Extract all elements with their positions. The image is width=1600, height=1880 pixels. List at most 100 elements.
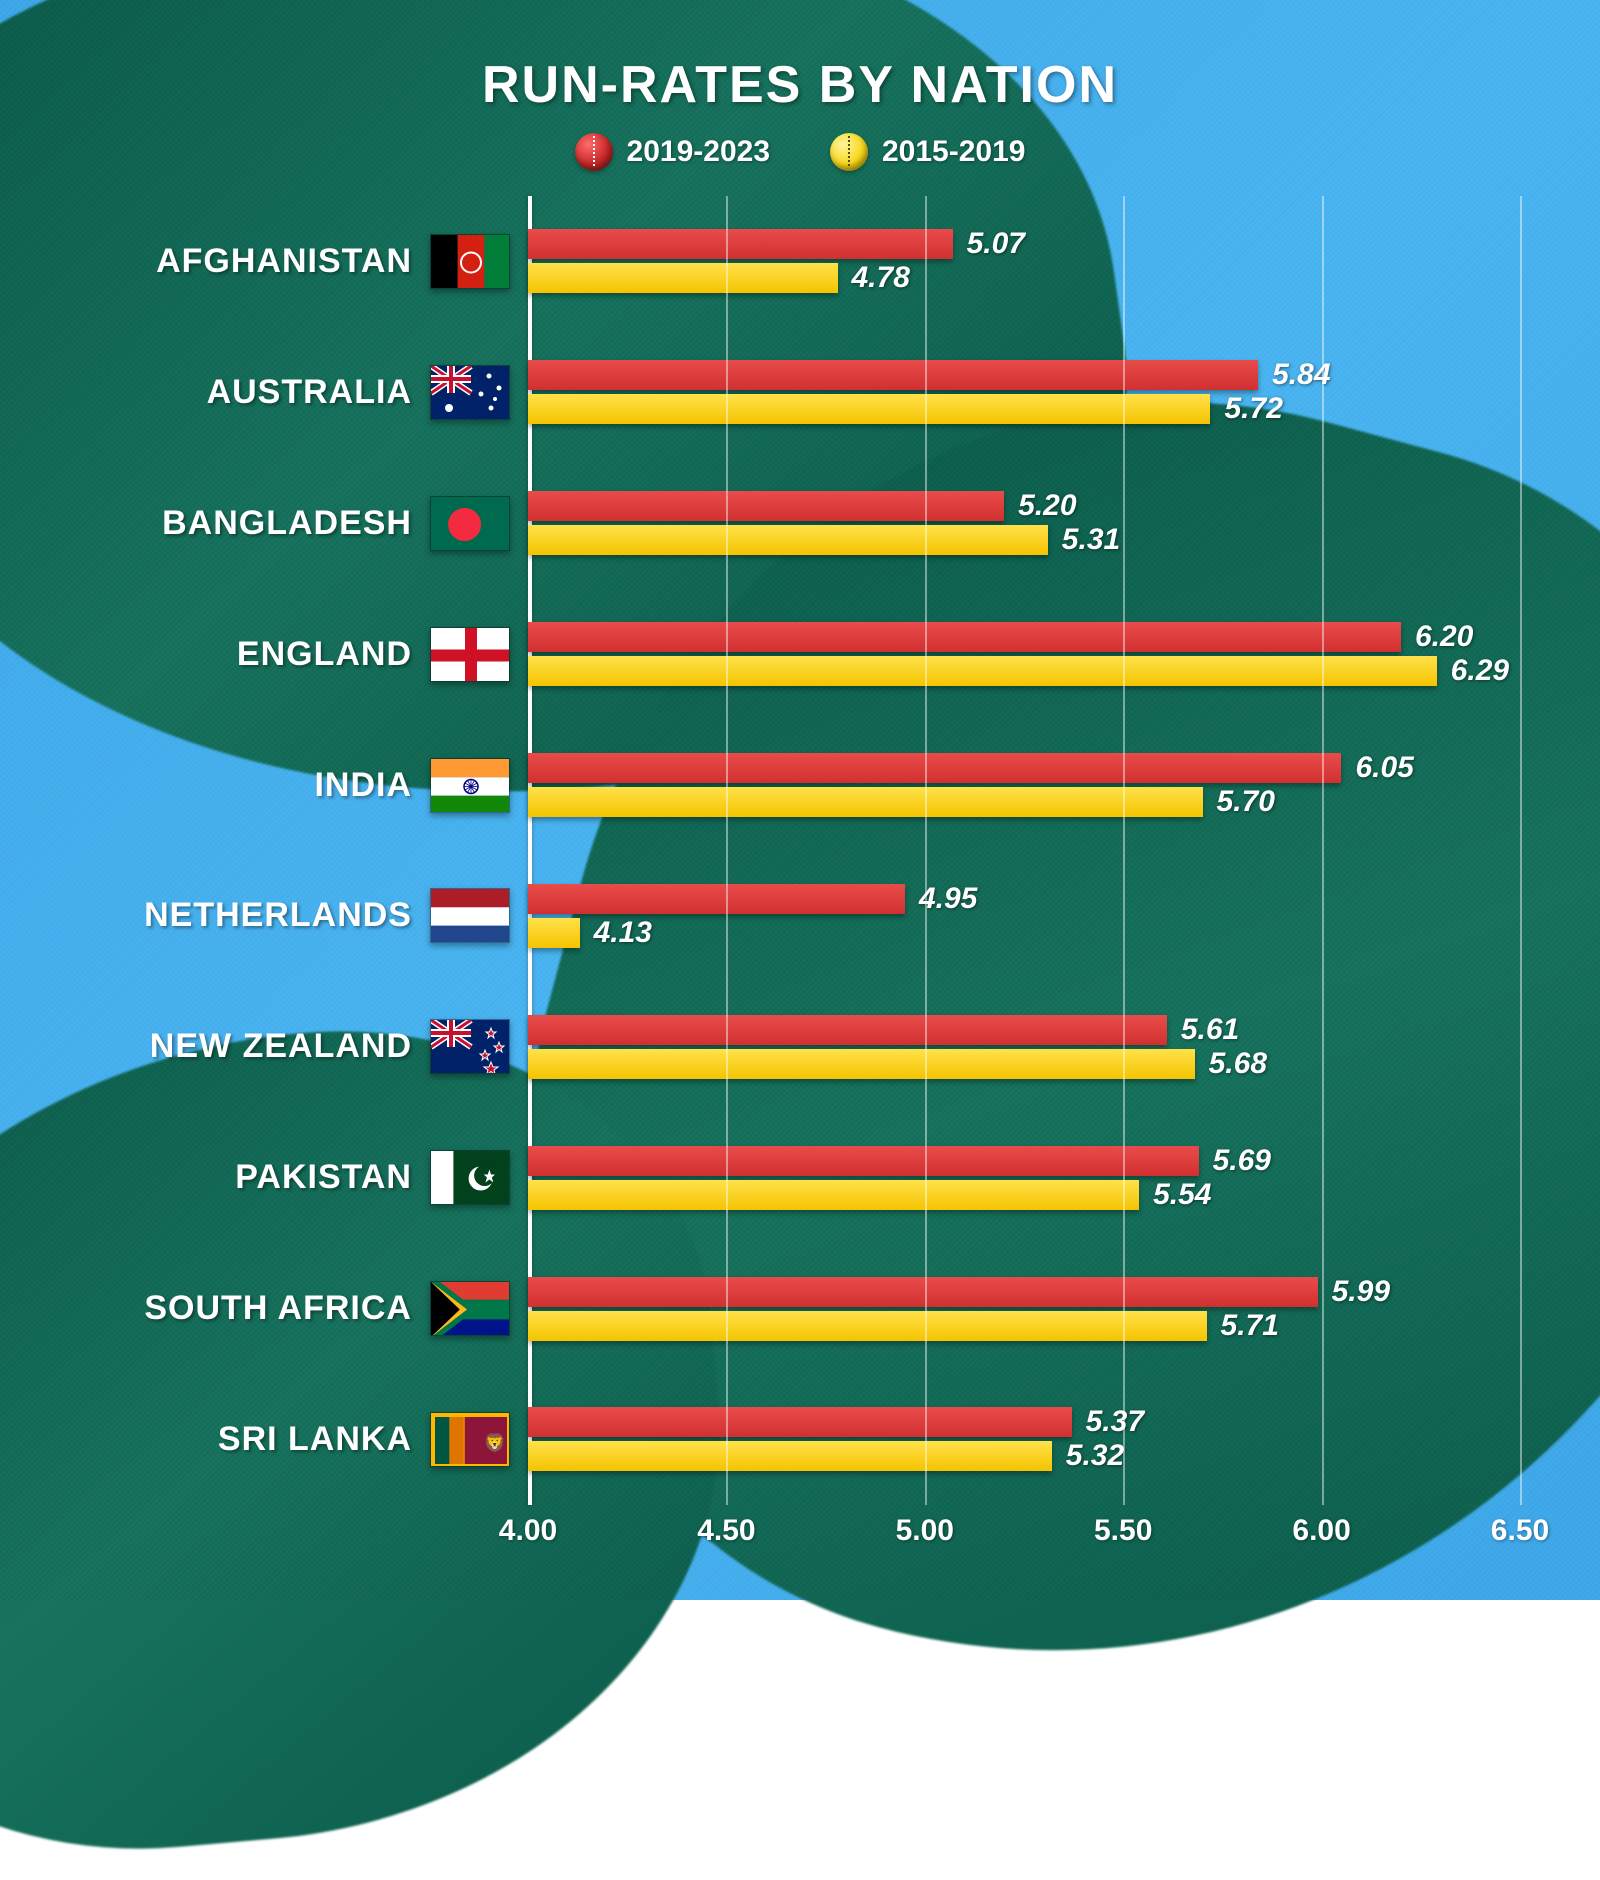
bar-value-label: 4.78 [852,261,910,295]
bar-row: 5.70 [528,787,1520,817]
bar-series2 [528,787,1203,817]
bar-value-label: 4.13 [594,916,652,950]
bar-series2 [528,918,580,948]
bar-series1 [528,753,1341,783]
flag-icon: 🦁 [430,1412,510,1467]
x-tick-label: 4.50 [697,1514,755,1548]
bar-row: 5.69 [528,1146,1520,1176]
gridline [925,196,927,1505]
bar-row: 4.13 [528,918,1520,948]
bar-group: 5.615.68 [528,1002,1520,1092]
bar-series1 [528,1015,1167,1045]
nation-labels-column: AFGHANISTAN AUSTRALIA BANGLADESH ENGLAND IND… [80,196,510,1560]
legend-label: 2015-2019 [882,135,1025,169]
bar-row: 5.20 [528,491,1520,521]
cricket-ball-icon [575,133,613,171]
bar-row: 5.31 [528,525,1520,555]
bar-series1 [528,229,953,259]
bar-value-label: 5.71 [1221,1309,1279,1343]
bar-series2 [528,263,838,293]
bar-series1 [528,622,1401,652]
bar-series2 [528,1049,1195,1079]
nation-row: AFGHANISTAN [80,216,510,306]
legend-item-series1: 2019-2023 [575,133,770,171]
bar-row: 4.78 [528,263,1520,293]
bar-row: 5.84 [528,360,1520,390]
x-tick-label: 5.00 [896,1514,954,1548]
bar-chart: AFGHANISTAN AUSTRALIA BANGLADESH ENGLAND IND… [80,196,1520,1560]
x-tick-label: 4.00 [499,1514,557,1548]
bar-value-label: 5.20 [1018,489,1076,523]
bar-value-label: 6.29 [1451,654,1509,688]
bar-value-label: 5.32 [1066,1439,1124,1473]
nation-label: INDIA [314,766,412,805]
legend-label: 2019-2023 [627,135,770,169]
nation-label: PAKISTAN [235,1158,412,1197]
bar-series1 [528,1277,1318,1307]
bar-value-label: 5.68 [1209,1047,1267,1081]
bar-row: 5.07 [528,229,1520,259]
flag-icon [430,496,510,551]
bar-row: 5.72 [528,394,1520,424]
bar-value-label: 5.70 [1217,785,1275,819]
flag-icon [430,1281,510,1336]
nation-label: SOUTH AFRICA [144,1289,412,1328]
x-tick-label: 6.00 [1292,1514,1350,1548]
nation-row: BANGLADESH [80,478,510,568]
bar-value-label: 5.61 [1181,1013,1239,1047]
bar-row: 6.20 [528,622,1520,652]
flag-icon [430,234,510,289]
flag-icon [430,1150,510,1205]
nation-row: INDIA [80,740,510,830]
bar-value-label: 5.37 [1086,1405,1144,1439]
nation-label: NEW ZEALAND [150,1027,412,1066]
bar-value-label: 5.07 [967,227,1025,261]
bar-series2 [528,1311,1207,1341]
nation-row: SRI LANKA 🦁 [80,1394,510,1484]
nation-row: NETHERLANDS [80,871,510,961]
bar-value-label: 5.72 [1224,392,1282,426]
bar-series1 [528,491,1004,521]
nation-row: NEW ZEALAND [80,1002,510,1092]
bar-value-label: 5.99 [1332,1275,1390,1309]
bar-row: 4.95 [528,884,1520,914]
chart-title: RUN-RATES BY NATION [80,55,1520,115]
bar-series1 [528,360,1258,390]
bar-group: 5.69 5.54 [528,1133,1520,1223]
gridline [1520,196,1522,1505]
flag-icon [430,758,510,813]
gridline [1322,196,1324,1505]
bar-group: 5.99 5.71 [528,1264,1520,1354]
legend: 2019-2023 2015-2019 [80,133,1520,171]
nation-label: AUSTRALIA [207,373,412,412]
bar-series1 [528,1407,1072,1437]
nation-label: ENGLAND [237,635,412,674]
bar-series2 [528,394,1210,424]
bar-series2 [528,525,1048,555]
legend-item-series2: 2015-2019 [830,133,1025,171]
bar-value-label: 6.05 [1355,751,1413,785]
nation-label: NETHERLANDS [144,896,412,935]
nation-row: PAKISTAN [80,1133,510,1223]
cricket-ball-icon [830,133,868,171]
x-tick-label: 5.50 [1094,1514,1152,1548]
bar-row: 5.61 [528,1015,1520,1045]
bar-group: 5.845.72 [528,347,1520,437]
nation-label: BANGLADESH [162,504,412,543]
flag-icon [430,627,510,682]
nation-label: SRI LANKA [218,1420,412,1459]
bar-row: 5.99 [528,1277,1520,1307]
flag-icon [430,888,510,943]
bar-group: 5.375.32 [528,1394,1520,1484]
bar-series2 [528,1441,1052,1471]
bar-row: 6.29 [528,656,1520,686]
gridline [726,196,728,1505]
bar-row: 5.68 [528,1049,1520,1079]
bar-group: 4.954.13 [528,871,1520,961]
bar-row: 6.05 [528,753,1520,783]
bar-series2 [528,1180,1139,1210]
bar-row: 5.54 [528,1180,1520,1210]
bar-group: 5.07 4.78 [528,216,1520,306]
bar-series1 [528,1146,1199,1176]
bar-group: 6.206.29 [528,609,1520,699]
